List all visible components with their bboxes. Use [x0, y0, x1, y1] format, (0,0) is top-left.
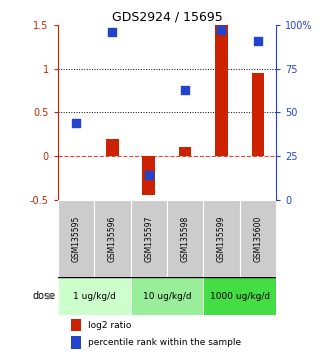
- Bar: [106, 139, 119, 156]
- Text: 1 ug/kg/d: 1 ug/kg/d: [73, 292, 116, 301]
- Text: GSM135596: GSM135596: [108, 215, 117, 262]
- Title: GDS2924 / 15695: GDS2924 / 15695: [111, 11, 222, 24]
- Bar: [203, 277, 276, 315]
- Bar: [131, 200, 167, 277]
- Point: [110, 29, 115, 35]
- Bar: [251, 73, 264, 156]
- Text: 1000 ug/kg/d: 1000 ug/kg/d: [210, 292, 270, 301]
- Bar: [71, 336, 81, 349]
- Point: [219, 27, 224, 33]
- Bar: [131, 277, 203, 315]
- Text: GSM135600: GSM135600: [253, 215, 262, 262]
- Text: GSM135598: GSM135598: [181, 215, 190, 262]
- Bar: [71, 319, 81, 331]
- Bar: [179, 147, 191, 156]
- Bar: [94, 200, 131, 277]
- Text: GSM135599: GSM135599: [217, 215, 226, 262]
- Bar: [240, 200, 276, 277]
- Bar: [215, 25, 228, 156]
- Point: [74, 120, 79, 126]
- Bar: [142, 156, 155, 195]
- Bar: [167, 200, 203, 277]
- Point: [183, 87, 188, 92]
- Text: percentile rank within the sample: percentile rank within the sample: [88, 338, 241, 347]
- Point: [255, 38, 260, 44]
- Point: [146, 172, 151, 178]
- Text: GSM135597: GSM135597: [144, 215, 153, 262]
- Bar: [203, 200, 240, 277]
- Bar: [58, 200, 94, 277]
- Text: 10 ug/kg/d: 10 ug/kg/d: [143, 292, 191, 301]
- Text: GSM135595: GSM135595: [72, 215, 81, 262]
- Text: dose: dose: [33, 291, 56, 301]
- Bar: [58, 277, 131, 315]
- Text: log2 ratio: log2 ratio: [88, 321, 131, 330]
